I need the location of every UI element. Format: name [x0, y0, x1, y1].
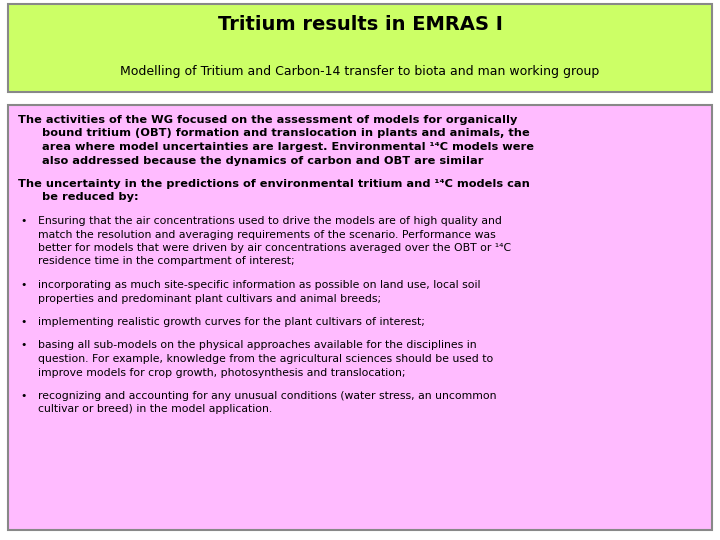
Text: basing all sub-models on the physical approaches available for the disciplines i: basing all sub-models on the physical ap…: [38, 341, 477, 350]
Text: question. For example, knowledge from the agricultural sciences should be used t: question. For example, knowledge from th…: [38, 354, 493, 364]
Text: residence time in the compartment of interest;: residence time in the compartment of int…: [38, 256, 294, 267]
Text: •: •: [20, 280, 27, 290]
Text: Tritium results in EMRAS I: Tritium results in EMRAS I: [217, 16, 503, 35]
Text: cultivar or breed) in the model application.: cultivar or breed) in the model applicat…: [38, 404, 272, 415]
Text: •: •: [20, 317, 27, 327]
Text: •: •: [20, 216, 27, 226]
Text: implementing realistic growth curves for the plant cultivars of interest;: implementing realistic growth curves for…: [38, 317, 425, 327]
Text: area where model uncertainties are largest. Environmental ¹⁴C models were: area where model uncertainties are large…: [42, 142, 534, 152]
Text: recognizing and accounting for any unusual conditions (water stress, an uncommon: recognizing and accounting for any unusu…: [38, 391, 497, 401]
Text: properties and predominant plant cultivars and animal breeds;: properties and predominant plant cultiva…: [38, 294, 381, 303]
FancyBboxPatch shape: [8, 4, 712, 92]
Text: bound tritium (OBT) formation and translocation in plants and animals, the: bound tritium (OBT) formation and transl…: [42, 129, 530, 138]
FancyBboxPatch shape: [8, 105, 712, 530]
Text: •: •: [20, 341, 27, 350]
Text: The activities of the WG focused on the assessment of models for organically: The activities of the WG focused on the …: [18, 115, 518, 125]
Text: match the resolution and averaging requirements of the scenario. Performance was: match the resolution and averaging requi…: [38, 230, 496, 240]
Text: The uncertainty in the predictions of environmental tritium and ¹⁴C models can: The uncertainty in the predictions of en…: [18, 179, 530, 189]
Text: improve models for crop growth, photosynthesis and translocation;: improve models for crop growth, photosyn…: [38, 368, 405, 377]
Text: also addressed because the dynamics of carbon and OBT are similar: also addressed because the dynamics of c…: [42, 156, 484, 165]
Text: incorporating as much site-specific information as possible on land use, local s: incorporating as much site-specific info…: [38, 280, 480, 290]
Text: be reduced by:: be reduced by:: [42, 192, 139, 202]
Text: •: •: [20, 391, 27, 401]
Text: better for models that were driven by air concentrations averaged over the OBT o: better for models that were driven by ai…: [38, 243, 511, 253]
Text: Modelling of Tritium and Carbon-14 transfer to biota and man working group: Modelling of Tritium and Carbon-14 trans…: [120, 64, 600, 78]
Text: Ensuring that the air concentrations used to drive the models are of high qualit: Ensuring that the air concentrations use…: [38, 216, 502, 226]
